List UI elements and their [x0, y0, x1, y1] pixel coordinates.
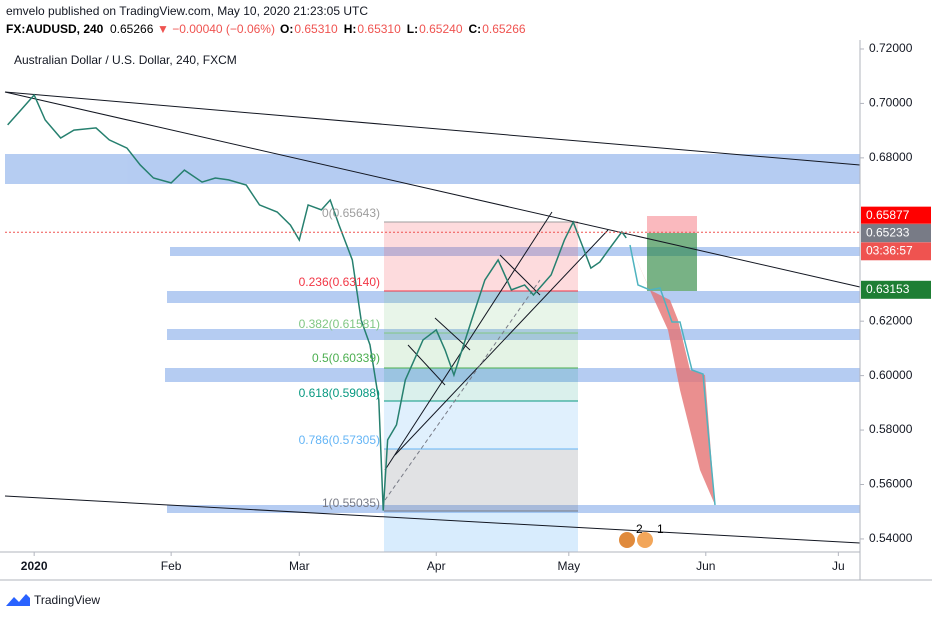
fib-band	[384, 401, 578, 449]
zone	[167, 505, 860, 513]
fib-label: 0.5(0.60339)	[312, 351, 380, 365]
projection	[630, 245, 715, 505]
x-tick-label: Apr	[427, 559, 446, 573]
fib-band	[384, 511, 578, 552]
price-label: 0.65233	[866, 225, 910, 239]
channel-mid	[384, 279, 541, 501]
zone	[170, 247, 860, 256]
ohlc-label: H:	[344, 22, 357, 36]
trend-line	[4, 495, 861, 544]
y-tick-label: 0.56000	[869, 477, 913, 491]
fib-label: 1(0.55035)	[322, 496, 380, 510]
channel-rung	[407, 344, 446, 386]
y-tick-label: 0.70000	[869, 96, 913, 110]
y-axis-bg	[860, 40, 932, 580]
zone	[167, 329, 860, 340]
channel-line	[394, 229, 609, 456]
symbol-line: FX:AUDUSD, 240 0.65266 ▼ −0.00040 (−0.06…	[6, 22, 275, 36]
x-tick-label: Ju	[832, 559, 845, 573]
fib-band	[384, 368, 578, 401]
ohlc-label: L:	[407, 22, 418, 36]
price-label: 0.65877	[866, 208, 910, 222]
x-tick-label: Mar	[289, 559, 310, 573]
stop-zone	[647, 216, 697, 233]
ohlc-label: O:	[280, 22, 293, 36]
ohlc-value: 0.65240	[419, 22, 463, 36]
axis-labels: 0.54000 0.56000 0.58000 0.60000 0.62000 0.680…	[21, 41, 931, 573]
y-tick-label: 0.58000	[869, 422, 913, 436]
y-tick-label: 0.54000	[869, 531, 913, 545]
y-tick-label: 0.72000	[869, 41, 913, 55]
ohlc-value: 0.65310	[357, 22, 401, 36]
fib-label: 0(0.65643)	[322, 206, 380, 220]
ohlc-value: 0.65310	[294, 22, 338, 36]
channel-line	[384, 211, 553, 471]
countdown: 03:36:57	[866, 243, 913, 257]
price-line	[7, 93, 627, 511]
x-tick-label: 2020	[21, 559, 48, 573]
marker-icon	[637, 532, 653, 548]
countdown-bg	[861, 242, 931, 261]
x-tick-label: Feb	[161, 559, 182, 573]
fib-band	[384, 291, 578, 333]
y-tick-label: 0.62000	[869, 313, 913, 327]
projection-path	[629, 244, 716, 506]
x-tick-label: May	[557, 559, 580, 573]
price-label-bg	[861, 224, 931, 243]
trend-line	[4, 91, 861, 288]
plot	[5, 93, 860, 511]
fib-label: 0.236(0.63140)	[299, 275, 380, 289]
symbol: FX:AUDUSD, 240	[6, 22, 104, 36]
publisher: emvelo published on TradingView.com, May…	[6, 4, 368, 18]
y-tick-label: 0.68000	[869, 150, 913, 164]
logo: TradingView	[6, 593, 100, 607]
ohlc: O: 0.65310 H: 0.65310 L: 0.65240 C: 0.65266	[280, 22, 526, 36]
fib-label: 0.382(0.61581)	[299, 317, 380, 331]
price-label-bg	[861, 280, 931, 299]
fib-label: 0.786(0.57305)	[299, 433, 380, 447]
marker-icon	[619, 532, 635, 548]
fib-band	[384, 449, 578, 511]
target-zone	[647, 233, 697, 291]
logo-icon	[6, 594, 30, 606]
y-tick-label: 0.60000	[869, 368, 913, 382]
marker: 1	[657, 522, 664, 536]
ohlc-label: C:	[469, 22, 482, 36]
x-axis-bg	[0, 552, 860, 580]
brand: TradingView	[34, 593, 100, 607]
chart-title: Australian Dollar / U.S. Dollar, 240, FX…	[14, 53, 237, 67]
channel-rung	[499, 254, 541, 296]
zone	[167, 291, 860, 303]
price-label-bg	[861, 206, 931, 225]
zone	[5, 154, 860, 184]
last-price: 0.65266	[110, 22, 154, 36]
marker: 2	[636, 522, 643, 536]
price-label: 0.63153	[866, 282, 910, 296]
trend-line	[4, 91, 861, 166]
fib-label: 0.618(0.59088)	[299, 386, 380, 400]
fib-band	[384, 222, 578, 291]
fib-retracement	[384, 221, 578, 552]
drawings	[4, 91, 861, 544]
ohlc-value: 0.65266	[482, 22, 526, 36]
fib-band	[384, 333, 578, 368]
change: ▼ −0.00040 (−0.06%)	[157, 22, 275, 36]
x-tick-label: Jun	[696, 559, 715, 573]
